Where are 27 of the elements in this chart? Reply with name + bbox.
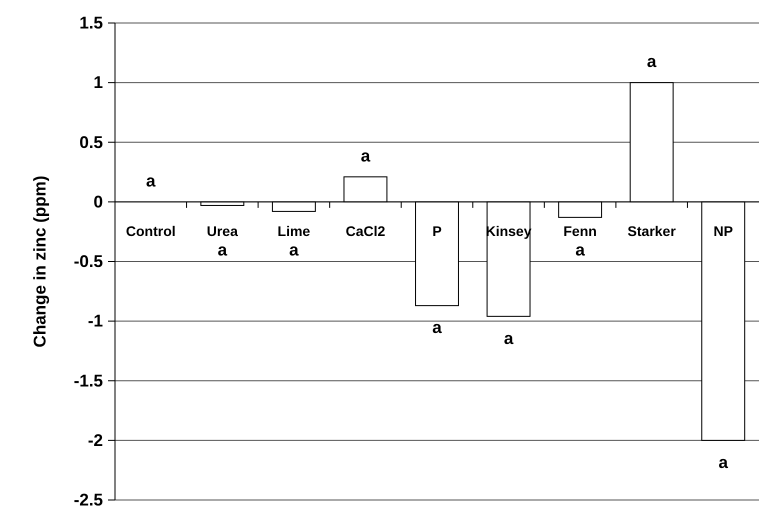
y-tick-label: -2.5 [74, 490, 103, 510]
y-tick-label: -0.5 [74, 252, 103, 271]
y-tick-label: 0 [94, 192, 103, 212]
y-tick-label: 1.5 [79, 14, 103, 32]
x-tick-label: P [432, 222, 442, 239]
x-tick-label: Fenn [563, 222, 597, 239]
annotation: a [360, 146, 371, 166]
y-tick-label: -1 [88, 312, 103, 331]
y-tick-label: -1.5 [74, 371, 103, 390]
annotation: a [575, 240, 586, 260]
x-tick-label: NP [713, 222, 733, 239]
x-tick-label: Lime [278, 222, 310, 239]
annotation: a [432, 318, 442, 338]
x-tick-label: Urea [206, 222, 238, 239]
annotation: a [289, 240, 300, 260]
annotation: a [146, 171, 156, 190]
annotation: a [718, 452, 728, 472]
y-tick-label: 0.5 [79, 132, 103, 152]
x-tick-label: CaCl2 [346, 222, 386, 239]
x-tick-label: Starker [628, 222, 676, 239]
y-tick-label: 1 [94, 73, 103, 92]
annotation: a [504, 328, 514, 348]
annotation: a [646, 52, 657, 72]
y-axis-title: Change in zinc (ppm) [30, 176, 50, 348]
annotation: a [218, 240, 228, 260]
y-tick-label: -2 [88, 430, 103, 450]
x-tick-label: Control [126, 222, 176, 239]
